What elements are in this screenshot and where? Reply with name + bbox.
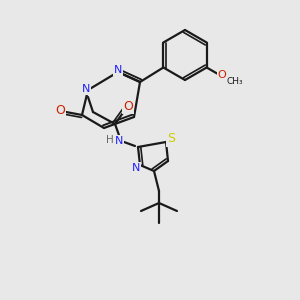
Text: CH₃: CH₃ [226, 77, 243, 86]
Text: N: N [82, 84, 90, 94]
Text: H: H [106, 135, 114, 145]
Text: O: O [55, 104, 65, 118]
Text: N: N [114, 65, 122, 75]
Text: O: O [123, 100, 133, 112]
Text: S: S [167, 133, 175, 146]
Text: N: N [115, 136, 123, 146]
Text: N: N [132, 163, 140, 173]
Text: O: O [218, 70, 226, 80]
